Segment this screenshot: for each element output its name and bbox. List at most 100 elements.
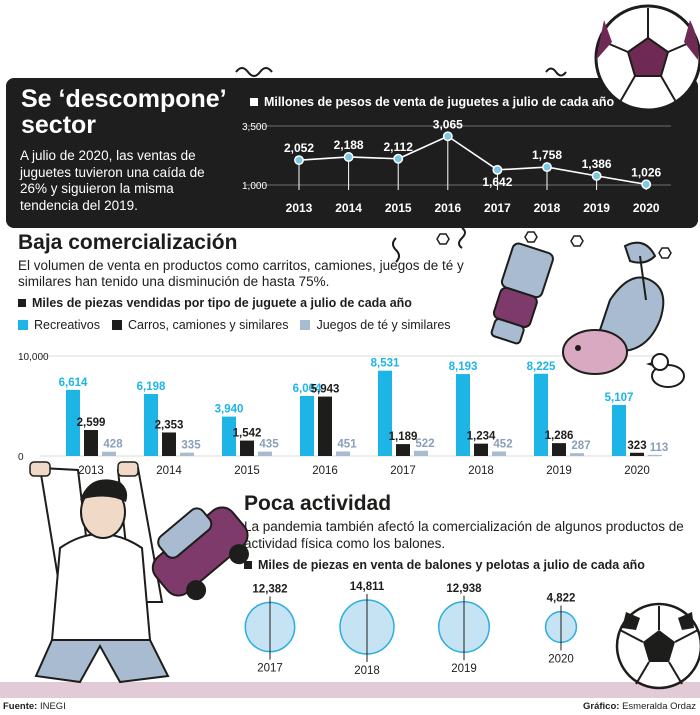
data-point <box>641 179 652 190</box>
bar <box>414 450 428 456</box>
data-label: 435 <box>259 439 279 451</box>
bar <box>300 395 314 456</box>
bar <box>258 451 272 456</box>
credit-line: Gráfico: Esmeralda Ordaz <box>583 701 696 712</box>
x-tick-label: 2016 <box>434 201 461 215</box>
x-tick-label: 2013 <box>78 465 104 477</box>
x-tick-label: 2013 <box>286 201 313 215</box>
x-tick-label: 2018 <box>534 201 561 215</box>
data-label: 12,382 <box>252 583 287 595</box>
x-tick-label: 2016 <box>312 465 338 477</box>
data-label: 522 <box>415 438 434 450</box>
nut-icon <box>436 231 672 259</box>
bar-chart-title: Miles de piezas vendidas por tipo de jug… <box>32 296 412 310</box>
bar-legend: Recreativos Carros, camiones y similares… <box>18 318 451 332</box>
y-tick-label: 3,500 <box>242 122 267 133</box>
data-label: 1,234 <box>467 431 496 443</box>
data-point <box>591 170 602 181</box>
y-tick-label: 10,000 <box>18 352 49 363</box>
data-label: 1,542 <box>233 428 262 440</box>
bar <box>396 444 410 456</box>
legend-item-carros: Carros, camiones y similares <box>112 318 288 332</box>
bar <box>336 451 350 456</box>
bar <box>162 432 176 456</box>
bar <box>318 396 332 456</box>
robot-toy-icon <box>490 242 554 345</box>
section-title-baja: Baja comercialización <box>18 231 238 254</box>
legend-swatch <box>300 320 311 330</box>
data-label: 6,198 <box>137 381 166 393</box>
data-label: 335 <box>181 440 201 452</box>
dinosaur-toy-icon <box>598 241 665 352</box>
data-label: 14,811 <box>350 581 385 593</box>
line-chart: 3,500 1,000 2,052 2013 2,188 2014 2,112 2015 3,0… <box>242 117 671 215</box>
bubble-chart-title: Miles de piezas en venta de balones y pe… <box>258 558 645 572</box>
data-label: 8,225 <box>527 361 556 373</box>
data-label: 451 <box>337 438 357 450</box>
x-tick-label: 2014 <box>156 465 182 477</box>
data-point <box>492 164 503 175</box>
legend-label: Juegos de té y similares <box>316 318 451 332</box>
x-tick-label: 2017 <box>257 663 283 675</box>
data-label: 5,943 <box>311 384 340 396</box>
data-label: 452 <box>493 438 512 450</box>
credit-label: Gráfico: <box>583 701 620 712</box>
floor-strip <box>0 682 700 698</box>
source-label: Fuente: <box>3 701 38 712</box>
credit-value: Esmeralda Ordaz <box>622 701 696 712</box>
x-tick-label: 2018 <box>468 465 494 477</box>
data-label: 3,065 <box>433 117 463 131</box>
data-label: 1,286 <box>545 430 574 442</box>
intro-text: A julio de 2020, las ventas de juguetes … <box>20 148 205 213</box>
data-point <box>542 162 552 173</box>
legend-item-recreativos: Recreativos <box>18 318 100 332</box>
x-tick-label: 2019 <box>583 201 610 215</box>
y-tick-label: 0 <box>18 452 24 463</box>
source-line: Fuente: INEGI <box>3 701 66 712</box>
line-chart-title: Millones de pesos de venta de juguetes a… <box>264 95 615 109</box>
data-label: 1,386 <box>582 157 612 171</box>
data-label: 6,614 <box>59 377 88 389</box>
x-tick-label: 2015 <box>234 465 260 477</box>
section-title-poca: Poca actividad <box>244 492 392 515</box>
bar <box>474 443 488 456</box>
bar <box>534 373 548 456</box>
bar-chart-subtitle: Miles de piezas vendidas por tipo de jug… <box>18 296 412 310</box>
data-label: 287 <box>571 440 590 452</box>
data-label: 2,052 <box>284 141 314 155</box>
data-point <box>442 131 453 142</box>
x-tick-label: 2014 <box>335 201 362 215</box>
bar <box>378 370 392 456</box>
legend-label: Carros, camiones y similares <box>128 318 289 332</box>
bar <box>66 389 80 456</box>
line-chart-subtitle: Millones de pesos de venta de juguetes a… <box>250 95 670 109</box>
legend-swatch <box>18 320 28 330</box>
data-label: 8,193 <box>449 361 478 373</box>
data-point <box>343 152 354 162</box>
bar-chart: 10,000 0 6,614 2,599 428 2013 6,198 2,353 335 201… <box>18 352 669 477</box>
bar <box>240 440 254 456</box>
legend-label: Recreativos <box>34 318 100 332</box>
data-label: 2,112 <box>384 140 414 154</box>
source-value: INEGI <box>39 701 66 712</box>
x-tick-label: 2015 <box>385 201 412 215</box>
section-text-poca: La pandemia también afectó la comerciali… <box>244 519 684 551</box>
data-label: 1,189 <box>389 431 418 443</box>
data-label: 5,107 <box>605 392 634 404</box>
x-tick-label: 2017 <box>484 201 511 215</box>
data-label: 1,642 <box>482 175 512 189</box>
data-label: 3,940 <box>215 404 244 416</box>
page-title: Se ‘descompone’ sector <box>21 85 226 139</box>
data-label: 428 <box>103 439 123 451</box>
data-label: 113 <box>650 442 669 454</box>
legend-swatch <box>112 320 122 330</box>
data-point <box>294 155 304 166</box>
bar <box>492 451 506 456</box>
data-point <box>393 153 404 164</box>
bar <box>648 454 662 456</box>
bar <box>102 451 116 456</box>
section-text-baja: El volumen de venta en productos como ca… <box>18 258 464 289</box>
x-tick-label: 2018 <box>354 665 380 677</box>
bar <box>612 404 626 456</box>
legend-item-juegos-te: Juegos de té y similares <box>300 318 451 332</box>
